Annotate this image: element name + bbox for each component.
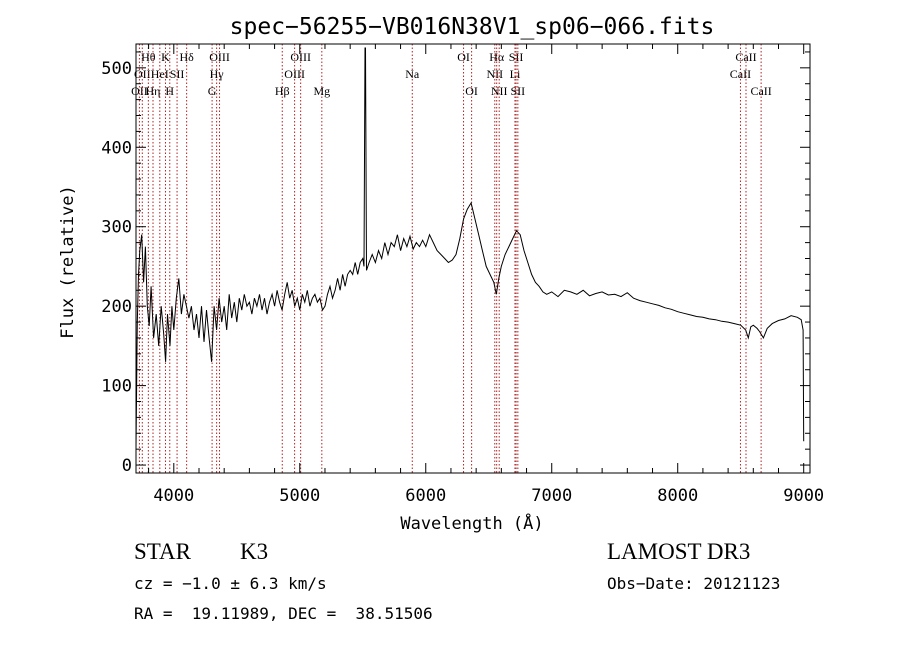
line-marker-label: OIII [284,67,305,81]
line-marker-label: Hθ [141,50,156,64]
line-marker-label: HeI [151,67,169,81]
object-class: STAR [134,539,191,564]
chart-title: spec−56255−VB016N38V1_sp06−066.fits [230,14,715,40]
line-marker-label: Mg [313,84,330,98]
line-marker-label: NII [486,67,503,81]
coordinates-text: RA = 19.11989, DEC = 38.51506 [134,604,433,623]
line-markers: OII OII Hθ Hη HeI K H SII Hδ G Hγ OIII Hβ OIII OIII Mg N… [131,44,772,473]
line-marker-label: H [165,84,174,98]
line-marker-label: Hβ [275,84,290,98]
line-marker-label: Na [405,67,420,81]
y-tick-label: 100 [101,377,132,397]
line-marker-label: Hδ [179,50,194,64]
plot-frame [135,43,811,474]
flux-series-line [135,47,805,450]
y-tick-label: 300 [101,218,132,238]
line-marker-label: CaII [750,84,771,98]
line-marker-label: OII [134,67,151,81]
y-tick-label: 200 [101,297,132,317]
line-marker-label: Hη [146,84,161,98]
x-tick-label: 8000 [657,486,698,506]
y-axis-label: Flux (relative) [58,185,78,339]
x-tick-label: 4000 [153,486,194,506]
line-marker-label: Hγ [210,67,225,81]
line-marker-label: OI [457,50,470,64]
line-marker-label: K [161,50,170,64]
line-marker-label: OIII [209,50,230,64]
x-axis-label: Wavelength (Å) [400,512,543,534]
line-marker-label: SII [170,67,185,81]
line-marker-label: SII [511,84,526,98]
line-marker-label: NII [491,84,508,98]
x-tick-label: 5000 [279,486,320,506]
line-marker-label: OIII [290,50,311,64]
x-tick-label: 7000 [531,486,572,506]
object-subclass: K3 [240,539,269,564]
x-tick-label: 9000 [783,486,824,506]
observation-date: Obs−Date: 20121123 [607,574,781,593]
line-marker-label: Li [510,67,521,81]
redshift-text: cz = −1.0 ± 6.3 km/s [134,574,327,593]
line-marker-label: CaII [735,50,756,64]
line-marker-label: Hα [489,50,505,64]
y-tick-label: 400 [101,138,132,158]
x-tick-label: 6000 [405,486,446,506]
line-marker-label: OII [131,84,148,98]
line-marker-label: G [208,84,217,98]
y-tick-label: 500 [101,59,132,79]
line-marker-label: OI [465,84,478,98]
axes: 4000 5000 6000 7000 8000 9000 0 100 200 300 400 500 [101,44,824,506]
y-tick-label: 0 [122,456,132,476]
survey-name: LAMOST DR3 [607,539,751,564]
line-marker-label: SII [509,50,524,64]
line-marker-label: CaII [730,67,751,81]
